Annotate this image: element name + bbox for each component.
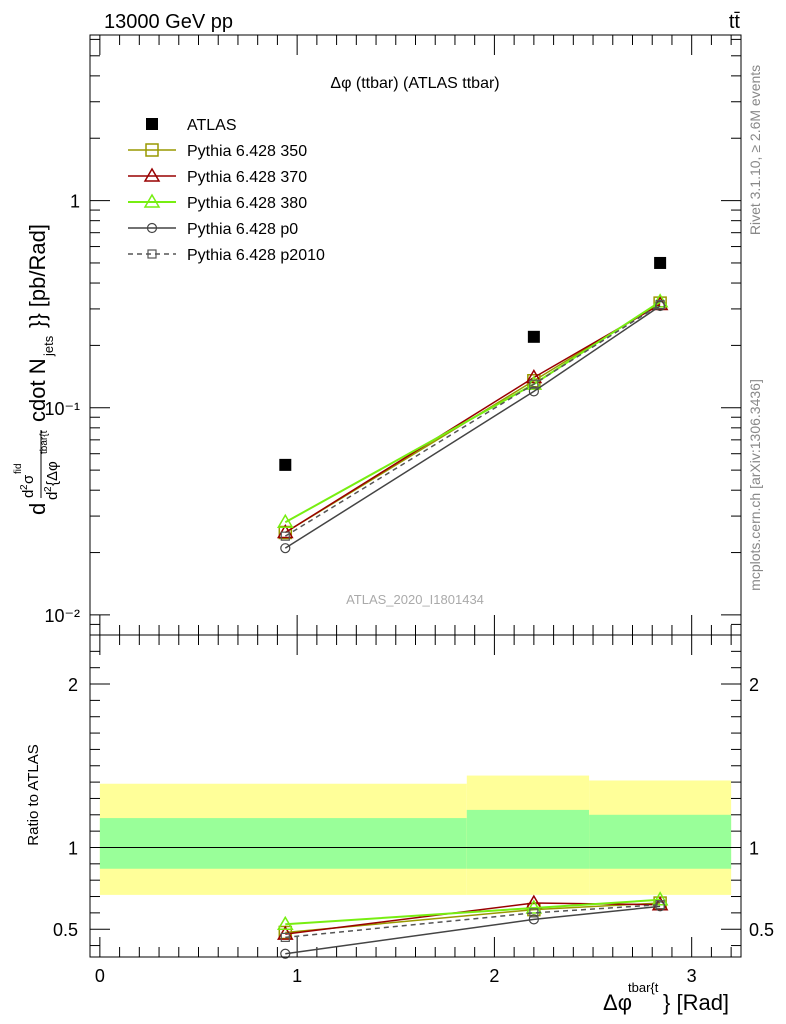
legend-label: Pythia 6.428 350 xyxy=(187,143,307,160)
ratio-y-axis-label: Ratio to ATLAS xyxy=(25,744,42,845)
ratio-y-tick-label-right: 0.5 xyxy=(749,920,774,940)
svg-text:{Δφ: {Δφ xyxy=(44,461,61,486)
ratio-pythia-6-428-p2010-point-1 xyxy=(529,908,539,918)
svg-text:cdot N: cdot N xyxy=(25,358,50,422)
svg-text:σ: σ xyxy=(20,474,37,484)
ratio-pythia-6-428-380-point-2 xyxy=(651,891,669,906)
main-pythia-6-428-380-line xyxy=(284,300,661,524)
main-pythia-6-428-p2010-point-2 xyxy=(655,299,665,310)
main-pythia-6-428-380-point-0 xyxy=(276,513,294,529)
legend-marker xyxy=(147,249,157,259)
main-pythia-6-428-p0-point-1 xyxy=(528,386,539,397)
ratio-y-tick-label: 2 xyxy=(68,675,78,695)
green-band-2 xyxy=(589,814,732,869)
x-tick-label: 1 xyxy=(292,966,302,986)
ratio-frame xyxy=(89,634,742,958)
ratio-pythia-6-428-p0-line xyxy=(285,905,661,955)
svg-text:} [Rad]: } [Rad] xyxy=(663,990,729,1015)
legend-marker xyxy=(145,143,159,157)
svg-text:Δφ: Δφ xyxy=(603,990,632,1015)
main-pythia-6-428-p2010-line xyxy=(284,303,661,537)
main-pythia-6-428-370-point-0 xyxy=(276,523,294,539)
green-band-0 xyxy=(99,818,467,869)
mcplots-label: mcplots.cern.ch [arXiv:1306.3436] xyxy=(747,379,763,591)
ratio-pythia-6-428-p0-point-1 xyxy=(528,914,539,925)
main-series-layer xyxy=(276,256,669,554)
legend-label: Pythia 6.428 380 xyxy=(187,195,307,212)
main-pythia-6-428-p0-line xyxy=(284,305,661,549)
main-pythia-6-428-370-point-1 xyxy=(525,368,543,384)
ratio-pythia-6-428-350-line xyxy=(285,902,661,934)
main-panel: Δφ (ttbar) (ATLAS ttbar) ATLAS_2020_I180… xyxy=(44,34,742,636)
legend-marker xyxy=(143,193,161,208)
ratio-y-tick-label: 1 xyxy=(68,838,78,858)
ratio-axes: 0.5 0.5 1 1 2 2 0 1 2 3 xyxy=(53,634,774,986)
legend-entry-pythia-6-428-350: Pythia 6.428 350 xyxy=(128,143,307,160)
main-pythia-6-428-p2010-point-0 xyxy=(280,531,290,541)
green-band-1 xyxy=(466,809,590,869)
svg-text:d: d xyxy=(44,492,61,500)
main-atlas-point-2 xyxy=(654,256,667,269)
legend-marker xyxy=(143,167,161,182)
legend-label: Pythia 6.428 370 xyxy=(187,169,307,186)
legend-entry-pythia-6-428-380: Pythia 6.428 380 xyxy=(128,193,307,212)
main-pythia-6-428-p0-point-0 xyxy=(280,543,291,554)
main-pythia-6-428-p2010-point-1 xyxy=(529,379,539,389)
ratio-pythia-6-428-p2010-point-0 xyxy=(280,932,290,942)
x-axis-label: Δφ tbar{t } [Rad] xyxy=(603,980,729,1015)
main-y-tick-label: 10⁻¹ xyxy=(44,399,80,419)
legend-entry-atlas: ATLAS xyxy=(146,117,237,134)
legend-label: Pythia 6.428 p0 xyxy=(187,221,298,238)
ratio-pythia-6-428-p2010-line xyxy=(285,903,661,939)
svg-text:fid: fid xyxy=(13,463,24,474)
svg-text:d: d xyxy=(25,503,50,515)
main-atlas-point-1 xyxy=(527,330,540,343)
ratio-pythia-6-428-p2010-point-2 xyxy=(655,900,665,910)
ratio-y-tick-label-right: 2 xyxy=(749,675,759,695)
svg-text:2: 2 xyxy=(43,486,54,492)
analysis-watermark: ATLAS_2020_I1801434 xyxy=(346,592,484,607)
collision-label: 13000 GeV pp xyxy=(104,11,233,33)
legend-marker xyxy=(146,222,158,234)
x-tick-label: 0 xyxy=(95,966,105,986)
legend-entry-pythia-6-428-p2010: Pythia 6.428 p2010 xyxy=(128,247,325,264)
ratio-panel: 0.5 0.5 1 1 2 2 0 1 2 3 xyxy=(53,634,774,986)
process-label: tt̄ xyxy=(729,11,741,33)
plot-title: Δφ (ttbar) (ATLAS ttbar) xyxy=(330,75,499,92)
legend-label: ATLAS xyxy=(187,117,237,134)
main-atlas-point-0 xyxy=(279,458,292,471)
main-y-tick-label: 10⁻² xyxy=(44,606,80,626)
main-y-tick-label: 1 xyxy=(70,192,80,212)
x-tick-label: 3 xyxy=(687,966,697,986)
ratio-pythia-6-428-380-line xyxy=(285,898,661,926)
svg-text:}} [pb/Rad]: }} [pb/Rad] xyxy=(25,224,50,328)
svg-text:d: d xyxy=(20,490,37,498)
ratio-pythia-6-428-370-line xyxy=(285,902,661,935)
svg-text:jets: jets xyxy=(41,335,56,357)
ratio-y-tick-label: 0.5 xyxy=(53,920,78,940)
uncertainty-bands xyxy=(90,775,741,895)
ratio-pythia-6-428-380-point-0 xyxy=(276,915,294,931)
svg-text:tbar{t: tbar{t xyxy=(39,430,50,454)
legend: ATLAS Pythia 6.428 350 Pythia 6.428 370 Pyt… xyxy=(128,117,325,264)
legend-label: Pythia 6.428 p2010 xyxy=(187,247,325,264)
main-y-axis-label: d d 2 σ fid d 2 {Δφ tbar{t cdot N jets }… xyxy=(13,224,61,515)
rivet-label: Rivet 3.1.10, ≥ 2.6M events xyxy=(747,65,763,235)
svg-text:tbar{t: tbar{t xyxy=(628,980,659,995)
ratio-pythia-6-428-380-point-1 xyxy=(525,899,543,914)
ratio-y-tick-label-right: 1 xyxy=(749,838,759,858)
main-axes: 10⁻² 10⁻¹ 1 xyxy=(44,35,741,636)
legend-entry-pythia-6-428-370: Pythia 6.428 370 xyxy=(128,167,307,186)
legend-entry-pythia-6-428-p0: Pythia 6.428 p0 xyxy=(128,221,298,238)
svg-text:2: 2 xyxy=(19,484,30,490)
ratio-pythia-6-428-p0-point-0 xyxy=(280,948,291,959)
legend-marker xyxy=(146,118,158,130)
x-tick-label: 2 xyxy=(489,966,499,986)
ratio-series-layer xyxy=(276,891,669,959)
